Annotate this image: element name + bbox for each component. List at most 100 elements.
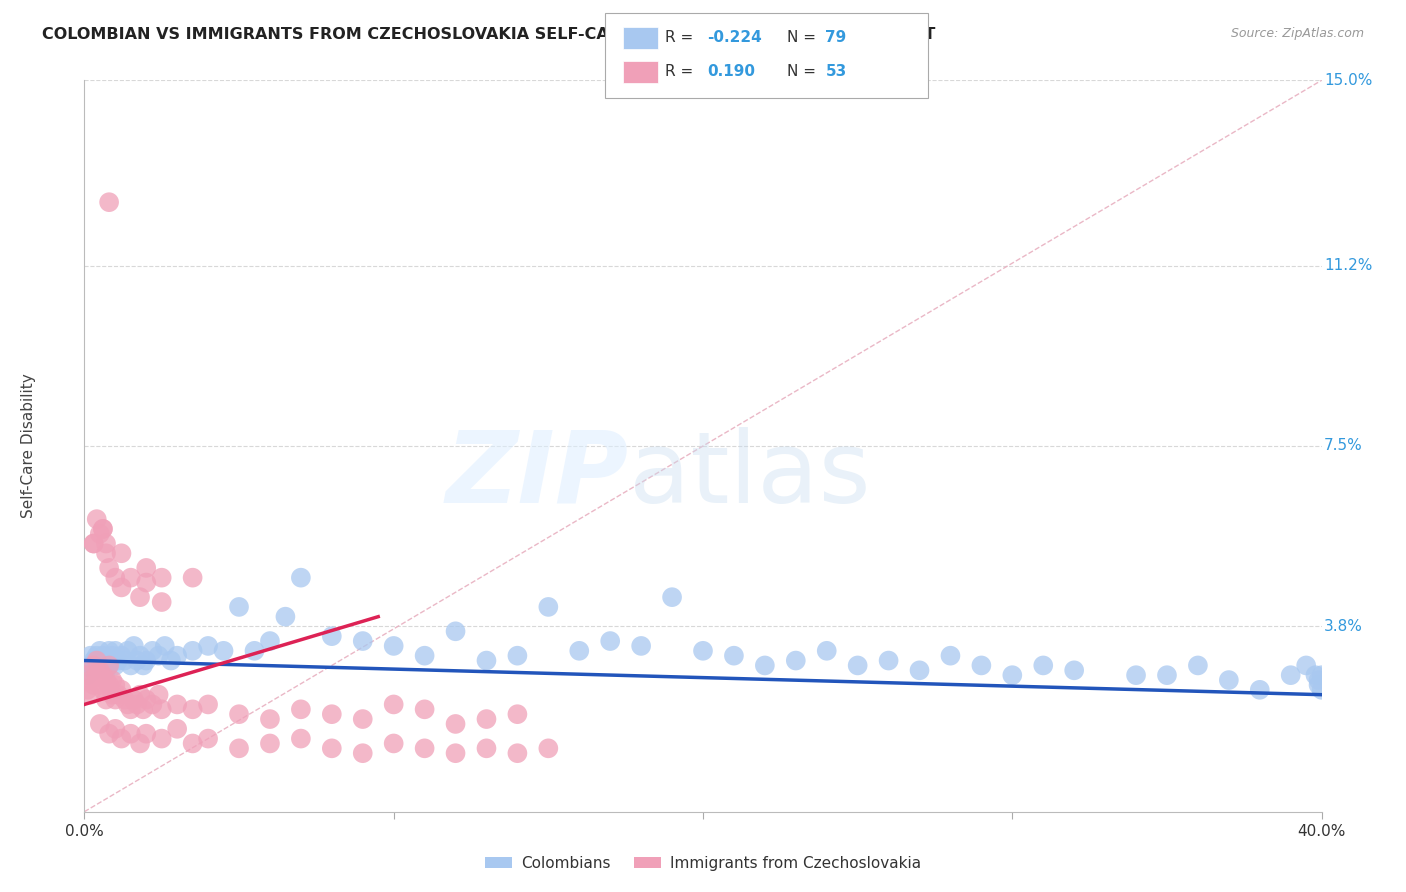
Point	[141, 644, 163, 658]
Point	[79, 648, 101, 663]
Point	[939, 648, 962, 663]
Point	[1310, 668, 1333, 682]
Point	[122, 639, 145, 653]
Point	[290, 702, 312, 716]
Point	[135, 727, 157, 741]
Point	[1187, 658, 1209, 673]
Point	[228, 741, 250, 756]
Point	[91, 522, 114, 536]
Text: 53: 53	[825, 64, 846, 78]
Point	[1310, 682, 1333, 697]
Point	[243, 644, 266, 658]
Point	[135, 654, 157, 668]
Point	[352, 746, 374, 760]
Text: atlas: atlas	[628, 426, 870, 524]
Text: 79: 79	[825, 30, 846, 45]
Point	[785, 654, 807, 668]
Point	[89, 678, 111, 692]
Point	[290, 731, 312, 746]
Point	[506, 746, 529, 760]
Point	[259, 712, 281, 726]
Point	[83, 536, 105, 550]
Text: COLOMBIAN VS IMMIGRANTS FROM CZECHOSLOVAKIA SELF-CARE DISABILITY CORRELATION CHA: COLOMBIAN VS IMMIGRANTS FROM CZECHOSLOVA…	[42, 27, 935, 42]
Point	[148, 648, 170, 663]
Point	[630, 639, 652, 653]
Point	[94, 663, 117, 677]
Point	[110, 648, 132, 663]
Point	[91, 658, 114, 673]
Point	[98, 727, 121, 741]
Point	[846, 658, 869, 673]
Point	[444, 746, 467, 760]
Point	[89, 717, 111, 731]
Point	[79, 673, 101, 687]
Point	[86, 512, 108, 526]
Text: 11.2%: 11.2%	[1324, 258, 1372, 273]
Point	[104, 722, 127, 736]
Point	[110, 546, 132, 560]
Point	[150, 702, 173, 716]
Point	[83, 678, 105, 692]
Point	[382, 639, 405, 653]
Text: Self-Care Disability: Self-Care Disability	[21, 374, 37, 518]
Point	[444, 717, 467, 731]
Point	[110, 731, 132, 746]
Point	[89, 654, 111, 668]
Point	[104, 571, 127, 585]
Point	[228, 599, 250, 614]
Point	[181, 571, 204, 585]
Text: ZIP: ZIP	[446, 426, 628, 524]
Point	[228, 707, 250, 722]
Point	[274, 609, 297, 624]
Point	[114, 654, 136, 668]
Point	[125, 654, 148, 668]
Point	[259, 634, 281, 648]
Text: Source: ZipAtlas.com: Source: ZipAtlas.com	[1230, 27, 1364, 40]
Point	[1218, 673, 1240, 687]
Point	[877, 654, 900, 668]
Point	[181, 702, 204, 716]
Point	[107, 688, 129, 702]
Point	[132, 702, 155, 716]
Point	[89, 644, 111, 658]
Point	[166, 722, 188, 736]
Text: R =: R =	[665, 64, 699, 78]
Point	[970, 658, 993, 673]
Point	[104, 644, 127, 658]
Point	[94, 673, 117, 687]
Point	[181, 736, 204, 750]
Point	[110, 682, 132, 697]
Point	[197, 731, 219, 746]
Point	[89, 526, 111, 541]
Point	[135, 561, 157, 575]
Point	[150, 571, 173, 585]
Point	[98, 195, 121, 210]
Point	[1295, 658, 1317, 673]
Point	[94, 654, 117, 668]
Point	[104, 678, 127, 692]
Point	[89, 663, 111, 677]
Point	[120, 702, 142, 716]
Point	[135, 692, 157, 706]
Point	[132, 658, 155, 673]
Point	[94, 536, 117, 550]
Text: 7.5%: 7.5%	[1324, 439, 1362, 453]
Point	[129, 688, 152, 702]
Point	[181, 644, 204, 658]
Point	[107, 654, 129, 668]
Point	[76, 668, 98, 682]
Point	[141, 698, 163, 712]
Point	[475, 654, 498, 668]
Point	[197, 639, 219, 653]
Point	[413, 648, 436, 663]
Point	[352, 712, 374, 726]
Point	[1032, 658, 1054, 673]
Point	[1305, 668, 1327, 682]
Text: 0.190: 0.190	[707, 64, 755, 78]
Point	[98, 678, 121, 692]
Text: R =: R =	[665, 30, 699, 45]
Point	[79, 688, 101, 702]
Point	[148, 688, 170, 702]
Point	[1125, 668, 1147, 682]
Point	[83, 654, 105, 668]
